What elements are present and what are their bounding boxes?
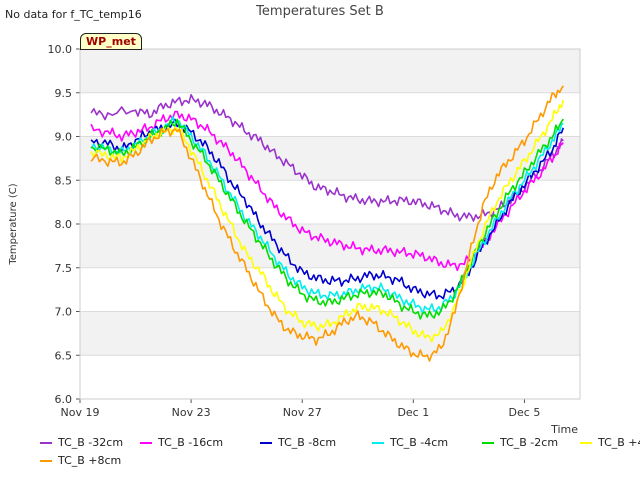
y-tick-label: 7.0 <box>55 306 73 319</box>
series-line-tc-b-32cm <box>90 94 564 222</box>
legend-item: TC_B -8cm <box>260 436 336 449</box>
series-line-tc-b-4cm <box>90 115 564 315</box>
legend-item: TC_B -32cm <box>40 436 123 449</box>
grid-band <box>80 49 580 93</box>
wp-met-badge: WP_met <box>80 33 142 50</box>
x-axis-label: Time <box>550 423 578 436</box>
legend-label: TC_B -8cm <box>278 436 337 449</box>
y-tick-label: 6.0 <box>55 393 73 406</box>
legend-swatch <box>140 442 152 444</box>
series-line-tc-b-8cm <box>90 85 564 362</box>
legend-swatch <box>482 442 494 444</box>
y-tick-label: 10.0 <box>48 43 73 56</box>
x-tick-label: Nov 19 <box>61 406 100 419</box>
legend-item: TC_B +4cm <box>580 436 640 449</box>
legend-label: TC_B +4cm <box>598 436 640 449</box>
x-tick-label: Nov 27 <box>283 406 322 419</box>
legend-label: TC_B -4cm <box>390 436 449 449</box>
series-line-tc-b-4cm <box>90 99 565 343</box>
legend-swatch <box>372 442 384 444</box>
grid-band <box>80 136 580 181</box>
y-tick-label: 9.5 <box>55 87 73 100</box>
y-tick-label: 7.5 <box>55 262 73 275</box>
legend-label: TC_B +8cm <box>58 454 122 467</box>
chart-title: Temperatures Set B <box>256 4 384 19</box>
x-tick-label: Nov 23 <box>172 406 211 419</box>
series-line-tc-b-2cm <box>90 118 564 320</box>
legend-swatch <box>40 460 52 462</box>
y-tick-label: 9.0 <box>55 131 73 144</box>
plot-frame <box>79 48 581 400</box>
legend-item: TC_B -16cm <box>140 436 223 449</box>
no-data-message: No data for f_TC_temp16 <box>5 8 142 21</box>
legend-swatch <box>260 442 272 444</box>
y-axis-label: Temperature (C) <box>8 183 19 265</box>
legend-item: TC_B -4cm <box>372 436 448 449</box>
y-tick-label: 6.5 <box>55 349 73 362</box>
legend-label: TC_B -32cm <box>58 436 124 449</box>
legend-label: TC_B -2cm <box>500 436 559 449</box>
legend-label: TC_B -16cm <box>158 436 224 449</box>
x-tick-label: Dec 5 <box>509 406 541 419</box>
legend-item: TC_B +8cm <box>40 454 121 467</box>
y-tick-label: 8.0 <box>55 218 73 231</box>
legend-item: TC_B -2cm <box>482 436 558 449</box>
legend-swatch <box>40 442 52 444</box>
legend-swatch <box>580 442 592 444</box>
y-tick-label: 8.5 <box>55 174 73 187</box>
x-tick-label: Dec 1 <box>397 406 429 419</box>
